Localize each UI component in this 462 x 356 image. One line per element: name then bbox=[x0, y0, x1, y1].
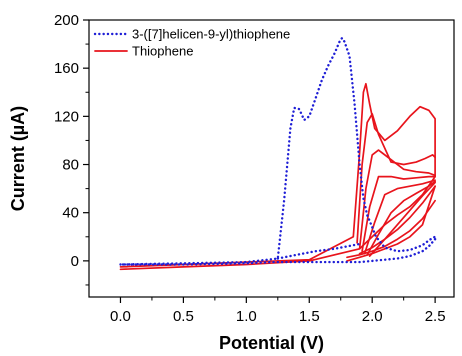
legend: 3-([7]helicen-9-yl)thiophene Thiophene bbox=[93, 27, 290, 59]
x-tick-label: 1.5 bbox=[299, 308, 320, 325]
x-tick-label: 2.0 bbox=[362, 308, 383, 325]
legend-label: 3-([7]helicen-9-yl)thiophene bbox=[132, 27, 290, 42]
series-curve-thiophene bbox=[358, 149, 436, 250]
series-curve-helicene-thiophene bbox=[119, 36, 437, 266]
x-tick-label: 0.5 bbox=[173, 308, 194, 325]
x-tick-label: 0.0 bbox=[110, 308, 131, 325]
series-curve-thiophene bbox=[358, 185, 436, 255]
legend-label: Thiophene bbox=[132, 44, 193, 59]
x-tick-label: 2.5 bbox=[425, 308, 446, 325]
series-curve-thiophene bbox=[346, 199, 436, 259]
series-curve-thiophene bbox=[366, 180, 436, 256]
series-curve-thiophene bbox=[361, 175, 436, 253]
series-curve-helicene-thiophene bbox=[276, 242, 361, 260]
y-tick-label: 200 bbox=[54, 12, 79, 29]
y-tick-label: 160 bbox=[54, 60, 79, 77]
x-axis-title: Potential (V) bbox=[219, 333, 324, 353]
y-tick-label: 80 bbox=[62, 157, 79, 174]
ticks-layer: 0.0 0.5 1.0 1.5 2.0 2.5 0 40 80 120 160 200 bbox=[54, 12, 446, 325]
y-tick-label: 40 bbox=[62, 205, 79, 222]
series-curve-thiophene bbox=[368, 181, 436, 257]
x-tick-label: 1.0 bbox=[236, 308, 257, 325]
series-curve-thiophene bbox=[346, 185, 436, 262]
y-axis-title: Current (µA) bbox=[8, 106, 28, 211]
y-tick-label: 0 bbox=[71, 253, 79, 270]
plot-frame bbox=[88, 19, 455, 298]
series-curve-thiophene bbox=[356, 113, 436, 244]
series-curve-thiophene bbox=[363, 179, 436, 255]
y-tick-label: 120 bbox=[54, 108, 79, 125]
series-layer bbox=[119, 36, 437, 271]
